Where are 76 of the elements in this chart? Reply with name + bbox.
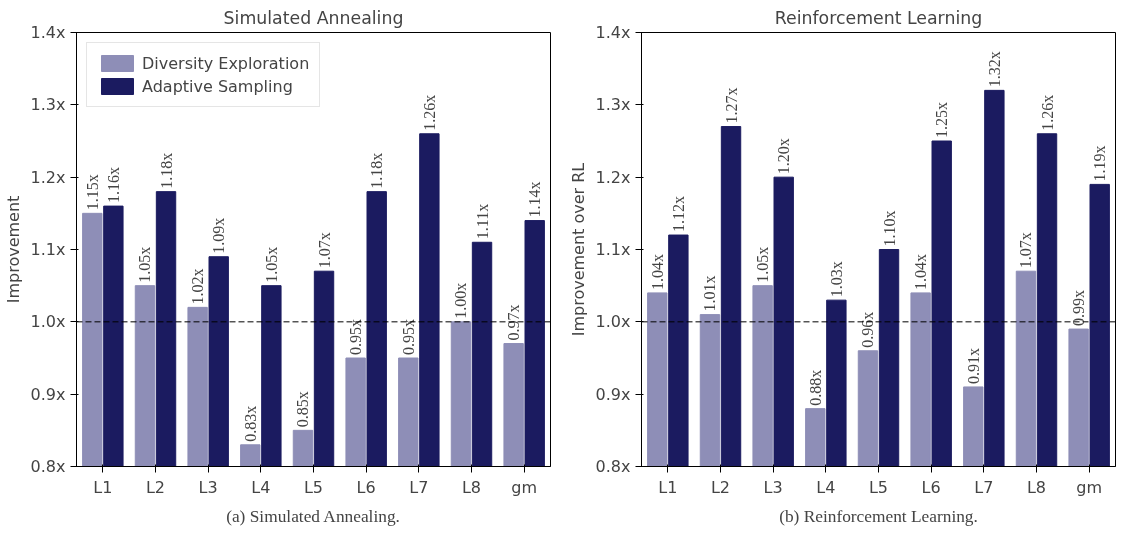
- data-label: 1.15x: [83, 174, 101, 211]
- x-tick-label: gm: [1076, 477, 1103, 497]
- x-tick-label: L5: [868, 477, 889, 497]
- data-label: 0.95x: [399, 319, 417, 355]
- data-label: 0.91x: [964, 347, 982, 384]
- y-tick-label: 1.1x: [30, 240, 66, 259]
- data-label: 1.11x: [473, 203, 491, 240]
- y-tick-label: 1.3x: [595, 95, 631, 115]
- data-label: 0.85x: [294, 391, 312, 428]
- y-tick-label: 1.3x: [30, 95, 66, 115]
- x-tick-label: L6: [921, 477, 941, 497]
- x-tick-label: L3: [198, 477, 218, 497]
- data-label: 1.12x: [669, 196, 687, 233]
- y-tick-label: 0.8x: [595, 457, 631, 476]
- y-tick-label: 0.9x: [595, 384, 631, 404]
- data-label: 1.02x: [189, 268, 207, 305]
- data-label: 0.99x: [1070, 290, 1088, 327]
- y-tick-label: 1.0x: [595, 312, 631, 332]
- x-tick-label: L1: [658, 477, 678, 497]
- chart-title: Reinforcement Learning: [774, 7, 983, 28]
- y-tick-label: 1.4x: [595, 23, 631, 42]
- data-label: 0.97x: [505, 304, 523, 341]
- data-label: 1.09x: [210, 217, 228, 254]
- x-tick-label: L5: [303, 477, 324, 497]
- data-label: 1.26x: [1038, 94, 1056, 131]
- data-label: 1.14x: [526, 181, 544, 218]
- x-tick-label: L8: [1026, 477, 1047, 497]
- y-tick-label: 1.2x: [595, 167, 631, 187]
- text: (a) Simulated Annealing.: [226, 506, 400, 526]
- y-tick-label: 1.4x: [30, 23, 66, 42]
- y-tick-label: 1.0x: [30, 312, 66, 332]
- x-tick-label: L2: [710, 477, 731, 497]
- data-label: 1.00x: [452, 282, 470, 319]
- data-label: 0.83x: [241, 405, 259, 442]
- data-label: 1.25x: [933, 102, 951, 138]
- data-label: 1.04x: [912, 253, 930, 290]
- data-label: 1.32x: [985, 51, 1003, 88]
- data-label: 1.10x: [880, 210, 898, 247]
- data-label: 1.03x: [827, 261, 845, 298]
- y-tick-label: 0.8x: [30, 457, 66, 476]
- data-label: 1.07x: [315, 232, 333, 269]
- text: (b) Reinforcement Learning.: [779, 506, 978, 526]
- x-tick-label: L7: [974, 477, 994, 497]
- y-tick-label: 0.9x: [30, 384, 66, 404]
- y-tick-label: 1.1x: [595, 240, 631, 259]
- x-tick-label: L6: [356, 477, 376, 497]
- y-axis-title: Improvement: [3, 195, 23, 304]
- x-tick-label: L1: [93, 477, 113, 497]
- data-label: 0.96x: [859, 311, 877, 348]
- x-tick-label: L4: [251, 477, 271, 497]
- legend-label: Adaptive Sampling: [142, 76, 293, 96]
- x-tick-label: gm: [511, 477, 538, 497]
- data-label: 1.01x: [701, 275, 719, 312]
- data-label: 1.16x: [104, 167, 122, 204]
- legend-label: Diversity Exploration: [142, 53, 310, 73]
- x-tick-label: L8: [461, 477, 482, 497]
- data-label: 1.26x: [420, 94, 438, 131]
- data-label: 0.88x: [806, 369, 824, 406]
- chart-title: Simulated Annealing: [223, 7, 404, 28]
- data-label: 1.18x: [368, 152, 386, 189]
- data-label: 1.19x: [1091, 145, 1109, 182]
- data-label: 1.05x: [262, 246, 280, 283]
- data-label: 1.20x: [775, 138, 793, 175]
- data-label: 1.05x: [136, 246, 154, 283]
- data-label: 0.95x: [347, 319, 365, 355]
- x-tick-label: L3: [763, 477, 783, 497]
- y-axis-title: Improvement over RL: [568, 162, 588, 337]
- data-label: 1.05x: [754, 246, 772, 283]
- data-label: 1.27x: [722, 87, 740, 124]
- x-tick-label: L2: [145, 477, 166, 497]
- x-tick-label: L4: [816, 477, 836, 497]
- data-label: 1.04x: [648, 253, 666, 290]
- data-label: 1.07x: [1017, 232, 1035, 269]
- data-label: 1.18x: [157, 152, 175, 189]
- y-tick-label: 1.2x: [30, 167, 66, 187]
- x-tick-label: L7: [409, 477, 429, 497]
